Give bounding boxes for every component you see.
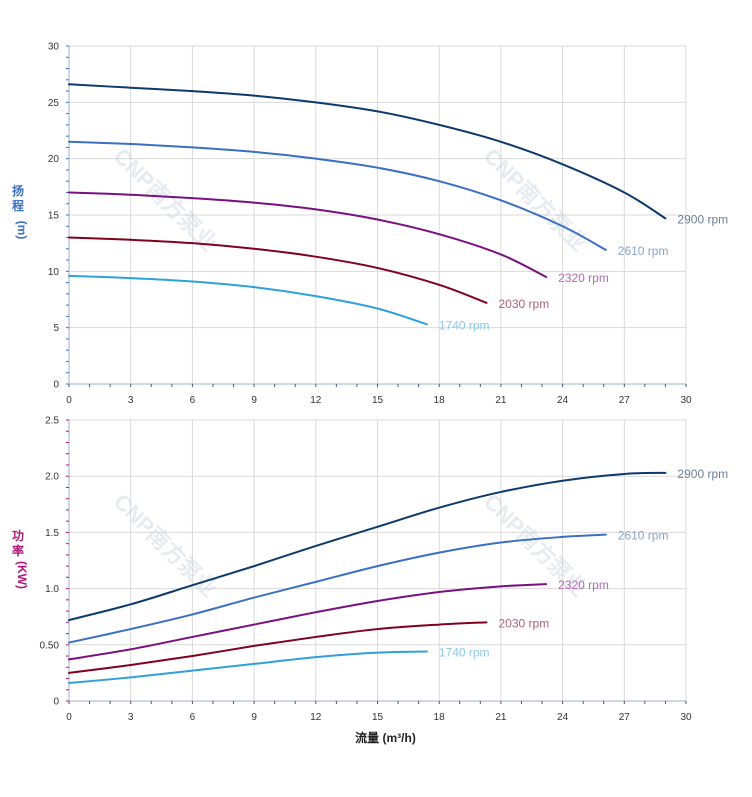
series-line-2610-rpm <box>68 140 607 251</box>
y-tick-label: 0 <box>53 697 59 708</box>
x-tick-label: 18 <box>434 395 446 406</box>
x-tick-label: 27 <box>619 395 631 406</box>
series-label-2900-rpm: 2900 rpm <box>677 212 728 226</box>
x-tick-label: 24 <box>557 712 569 723</box>
watermark-logo: CNP南方泵业 <box>109 489 222 602</box>
x-tick-label: 12 <box>310 712 322 723</box>
y-axis-label: 扬程 (m) <box>12 183 29 239</box>
series-line-1740-rpm <box>68 274 428 326</box>
series-line-2900-rpm <box>68 471 667 622</box>
y-axis-unit: (m) <box>15 221 29 240</box>
series-label-1740-rpm: 1740 rpm <box>439 646 490 660</box>
x-tick-label: 3 <box>128 712 134 723</box>
series-label-2320-rpm: 2320 rpm <box>558 271 609 285</box>
x-tick-label: 0 <box>66 712 72 723</box>
series-label-1740-rpm: 1740 rpm <box>439 318 490 332</box>
x-tick-label: 0 <box>66 395 72 406</box>
watermark-logo: CNP南方泵业 <box>479 143 592 256</box>
x-tick-label: 27 <box>619 712 631 723</box>
y-axis-label-char: 功 <box>12 528 24 543</box>
y-tick-label: 20 <box>48 154 60 165</box>
series-line-2320-rpm <box>68 191 548 278</box>
y-tick-label: 2.5 <box>45 416 59 427</box>
x-tick-label: 15 <box>372 395 384 406</box>
y-tick-label: 1.0 <box>45 584 59 595</box>
y-tick-label: 2.0 <box>45 472 59 483</box>
y-axis-label-char: 程 <box>12 198 24 213</box>
series-line-2320-rpm <box>68 583 548 661</box>
y-tick-label: 10 <box>48 267 60 278</box>
series-line-2030-rpm <box>68 236 488 304</box>
x-tick-label: 21 <box>495 712 507 723</box>
x-tick-label: 9 <box>251 395 257 406</box>
x-axis-label: 流量 (m³/h) <box>355 730 416 745</box>
x-tick-label: 30 <box>680 712 692 723</box>
x-tick-label: 18 <box>434 712 446 723</box>
series-label-2030-rpm: 2030 rpm <box>499 297 550 311</box>
x-tick-label: 3 <box>128 395 134 406</box>
x-tick-label: 21 <box>495 395 507 406</box>
series-label-2610-rpm: 2610 rpm <box>618 244 669 258</box>
y-tick-label: 30 <box>48 42 60 53</box>
x-tick-label: 6 <box>190 712 196 723</box>
grid-power <box>68 419 687 702</box>
y-tick-label: 0 <box>53 380 59 391</box>
y-tick-label: 1.5 <box>45 528 59 539</box>
y-axis-label-char: 率 <box>12 543 24 558</box>
y-tick-label: 0.50 <box>40 640 60 651</box>
series-line-2030-rpm <box>68 621 488 674</box>
y-tick-label: 25 <box>48 98 60 109</box>
y-tick-label: 15 <box>48 211 60 222</box>
series-line-2610-rpm <box>68 533 607 644</box>
x-tick-label: 24 <box>557 395 569 406</box>
panel-power: 0 3 6 9 12 15 18 21 24 27 30 0 0.50 1.0 1.5 2.0 2.5 功率 (KW… <box>12 416 728 746</box>
series-label-2900-rpm: 2900 rpm <box>677 467 728 481</box>
x-tick-label: 6 <box>190 395 196 406</box>
y-axis-unit: (KW) <box>15 561 29 589</box>
series-line-2900-rpm <box>68 83 667 220</box>
x-tick-label: 15 <box>372 712 384 723</box>
y-tick-label: 5 <box>53 323 59 334</box>
x-tick-label: 9 <box>251 712 257 723</box>
panel-head: 0 3 6 9 12 15 18 21 24 27 30 0 5 10 15 20 25 30 扬程 (m) CNP南方… <box>12 42 728 407</box>
series-label-2320-rpm: 2320 rpm <box>558 578 609 592</box>
series-label-2610-rpm: 2610 rpm <box>618 529 669 543</box>
grid-head <box>68 45 687 385</box>
x-tick-label: 12 <box>310 395 322 406</box>
x-tick-label: 30 <box>680 395 692 406</box>
y-axis-label-char: 扬 <box>12 183 24 198</box>
series-label-2030-rpm: 2030 rpm <box>499 616 550 630</box>
y-axis-label: 功率 (KW) <box>12 528 29 589</box>
series-line-1740-rpm <box>68 650 428 685</box>
